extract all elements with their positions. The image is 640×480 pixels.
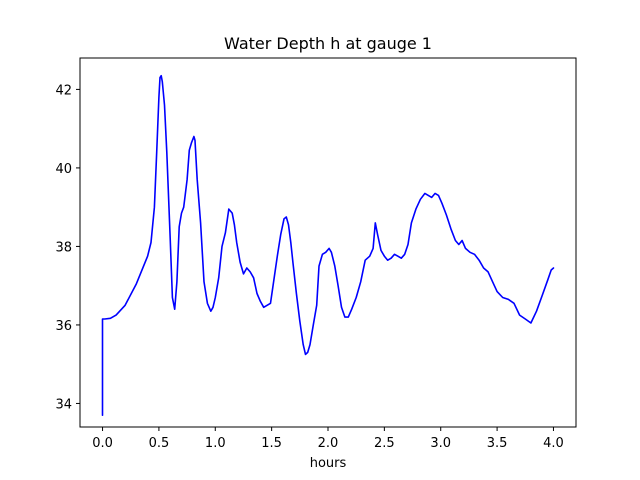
x-tick-label: 3.0: [430, 436, 451, 451]
plot-area: [101, 74, 555, 417]
x-tick-label: 3.5: [487, 436, 508, 451]
y-tick-label: 36: [55, 319, 72, 334]
y-axis: 34 36 38 40 42: [55, 83, 80, 412]
x-tick-label: 0.0: [92, 436, 113, 451]
x-tick-label: 2.0: [318, 436, 339, 451]
y-tick-label: 42: [55, 83, 72, 98]
y-tick-label: 34: [55, 397, 72, 412]
y-tick-label: 38: [55, 240, 72, 255]
x-tick-label: 4.0: [543, 436, 564, 451]
chart-title: Water Depth h at gauge 1: [224, 34, 432, 53]
x-tick-label: 1.0: [205, 436, 226, 451]
y-tick-label: 40: [55, 162, 72, 177]
x-tick-label: 2.5: [374, 436, 395, 451]
x-axis-label: hours: [310, 456, 347, 471]
x-tick-label: 0.5: [149, 436, 170, 451]
x-axis: 0.0 0.5 1.0 1.5 2.0 2.5 3.0 3.5 4.0: [92, 427, 564, 451]
series-line: [101, 74, 555, 417]
x-tick-label: 1.5: [261, 436, 282, 451]
